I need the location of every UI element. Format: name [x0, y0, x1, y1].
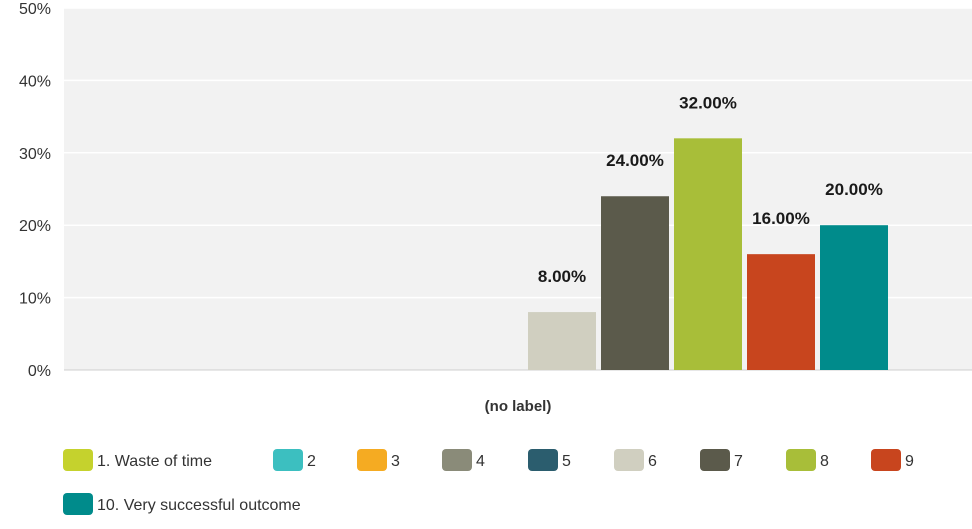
legend-label: 4: [476, 453, 485, 470]
data-label: 32.00%: [679, 93, 737, 112]
legend-swatch: [786, 449, 816, 471]
legend-item: 7: [700, 449, 743, 471]
legend-item: 5: [528, 449, 571, 471]
y-tick-label: 0%: [28, 363, 51, 380]
bar-9: [747, 254, 815, 370]
legend-label: 5: [562, 453, 571, 470]
legend-label: 2: [307, 453, 316, 470]
legend-swatch: [442, 449, 472, 471]
legend: 1. Waste of time 2 3 4 5 6 7 8 9 10. Very success…: [63, 449, 914, 515]
y-axis-ticks: 0% 10% 20% 30% 40% 50%: [19, 1, 51, 380]
legend-label: 9: [905, 453, 914, 470]
y-tick-label: 40%: [19, 73, 51, 90]
legend-swatch: [700, 449, 730, 471]
legend-item: 10. Very successful outcome: [63, 493, 301, 515]
y-tick-label: 10%: [19, 291, 51, 308]
bars: [528, 138, 888, 370]
legend-item: 9: [871, 449, 914, 471]
legend-swatch: [63, 449, 93, 471]
category-label: (no label): [485, 398, 552, 415]
legend-label: 8: [820, 453, 829, 470]
legend-item: 4: [442, 449, 485, 471]
data-labels: 8.00% 24.00% 32.00% 16.00% 20.00%: [538, 93, 883, 286]
legend-item: 6: [614, 449, 657, 471]
bar-7: [601, 196, 669, 370]
legend-item: 3: [357, 449, 400, 471]
y-tick-label: 30%: [19, 146, 51, 163]
legend-swatch: [614, 449, 644, 471]
legend-swatch: [273, 449, 303, 471]
legend-label: 6: [648, 453, 657, 470]
legend-swatch: [871, 449, 901, 471]
legend-label: 3: [391, 453, 400, 470]
y-tick-label: 20%: [19, 218, 51, 235]
data-label: 24.00%: [606, 151, 664, 170]
legend-label: 1. Waste of time: [97, 453, 212, 470]
legend-item: 8: [786, 449, 829, 471]
legend-item: 2: [273, 449, 316, 471]
legend-swatch: [357, 449, 387, 471]
legend-label: 10. Very successful outcome: [97, 497, 301, 514]
bar-8: [674, 138, 742, 370]
data-label: 20.00%: [825, 180, 883, 199]
data-label: 16.00%: [752, 209, 810, 228]
y-tick-label: 50%: [19, 1, 51, 18]
legend-item: 1. Waste of time: [63, 449, 212, 471]
bar-10-very-successful-outcome: [820, 225, 888, 370]
legend-swatch: [63, 493, 93, 515]
legend-label: 7: [734, 453, 743, 470]
data-label: 8.00%: [538, 267, 586, 286]
legend-swatch: [528, 449, 558, 471]
bar-6: [528, 312, 596, 370]
